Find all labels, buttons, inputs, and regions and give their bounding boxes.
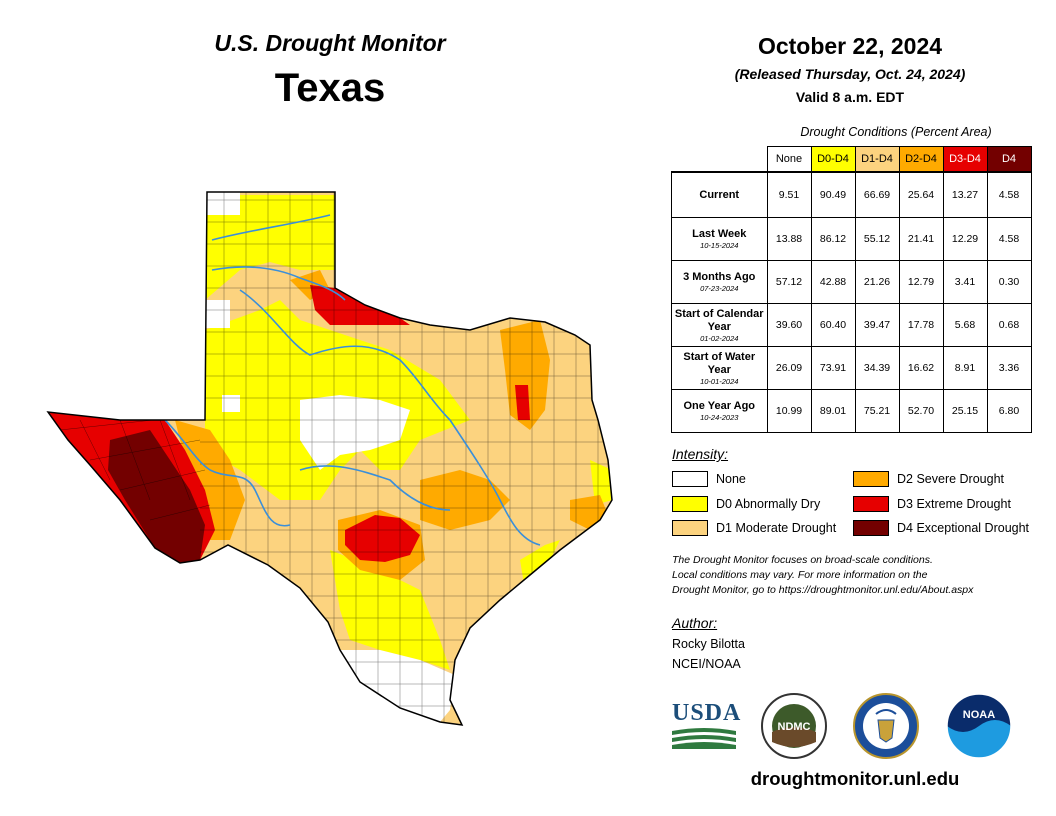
table-cell: 4.58 bbox=[986, 171, 1032, 218]
usda-logo-text: USDA bbox=[672, 700, 742, 726]
legend-label: D1 Moderate Drought bbox=[716, 521, 837, 535]
legend-swatch bbox=[853, 496, 889, 512]
row-label: Start of Calendar Year 01-02-2024 bbox=[671, 303, 768, 347]
table-cell: 52.70 bbox=[898, 389, 944, 433]
usda-logo-mark bbox=[672, 728, 736, 749]
table-cell: 25.64 bbox=[898, 171, 944, 218]
table-row-one-year-ago: One Year Ago 10-24-2023 10.99 89.01 75.21… bbox=[671, 389, 1032, 433]
table-cell: 13.88 bbox=[766, 217, 812, 261]
table-cell: 34.39 bbox=[854, 346, 900, 390]
column-header-none: None bbox=[766, 146, 812, 173]
table-cell: 9.51 bbox=[766, 171, 812, 218]
table-row-start-of-water-year: Start of Water Year 10-01-2024 26.09 73.9… bbox=[671, 346, 1032, 390]
table-cell: 57.12 bbox=[766, 260, 812, 304]
table-cell: 60.40 bbox=[810, 303, 856, 347]
usda-logo: USDA bbox=[672, 700, 742, 749]
state-title: Texas bbox=[274, 66, 386, 110]
table-cell: 90.49 bbox=[810, 171, 856, 218]
table-header-row: None D0-D4 D1-D4 D2-D4 D3-D4 D4 bbox=[672, 146, 1032, 173]
legend-item-d1: D1 Moderate Drought bbox=[672, 520, 836, 536]
table-cell: 89.01 bbox=[810, 389, 856, 433]
legend-label: D0 Abnormally Dry bbox=[716, 497, 821, 511]
table-cell: 21.26 bbox=[854, 260, 900, 304]
table-corner bbox=[672, 147, 768, 173]
release-date: (Released Thursday, Oct. 24, 2024) bbox=[734, 66, 966, 82]
table-caption: Drought Conditions (Percent Area) bbox=[800, 125, 992, 139]
table-cell: 0.30 bbox=[986, 260, 1032, 304]
row-label: One Year Ago 10-24-2023 bbox=[671, 389, 768, 433]
column-header-d0-d4: D0-D4 bbox=[810, 146, 856, 173]
row-label: Last Week 10-15-2024 bbox=[671, 217, 768, 261]
map-date: October 22, 2024 bbox=[757, 33, 943, 59]
column-header-d3-d4: D3-D4 bbox=[942, 146, 988, 173]
note-line: Drought Monitor, go to https://droughtmo… bbox=[672, 584, 974, 596]
table-cell: 8.91 bbox=[942, 346, 988, 390]
table-row-current: Current 9.51 90.49 66.69 25.64 13.27 4.5… bbox=[671, 171, 1032, 218]
table-row-last-week: Last Week 10-15-2024 13.88 86.12 55.12 21… bbox=[671, 217, 1032, 261]
legend-item-d3: D3 Extreme Drought bbox=[853, 496, 1011, 512]
row-label: 3 Months Ago 07-23-2024 bbox=[671, 260, 768, 304]
noaa-logo: NOAA bbox=[946, 693, 1012, 759]
table-cell: 12.79 bbox=[898, 260, 944, 304]
author-org: NCEI/NOAA bbox=[672, 657, 741, 671]
table-cell: 16.62 bbox=[898, 346, 944, 390]
table-row-start-of-calendar-year: Start of Calendar Year 01-02-2024 39.60 6… bbox=[671, 303, 1032, 347]
ndmc-logo: NDMC bbox=[761, 693, 827, 759]
table-cell: 42.88 bbox=[810, 260, 856, 304]
noaa-logo-text: NOAA bbox=[963, 709, 995, 721]
commerce-seal-logo bbox=[853, 693, 919, 759]
table-cell: 39.60 bbox=[766, 303, 812, 347]
legend-title: Intensity: bbox=[672, 446, 729, 462]
texas-drought-map bbox=[46, 191, 613, 726]
legend-swatch bbox=[853, 471, 889, 487]
table-cell: 75.21 bbox=[854, 389, 900, 433]
table-cell: 39.47 bbox=[854, 303, 900, 347]
map-title: U.S. Drought Monitor bbox=[214, 30, 446, 56]
table-cell: 3.36 bbox=[986, 346, 1032, 390]
table-cell: 73.91 bbox=[810, 346, 856, 390]
table-cell: 5.68 bbox=[942, 303, 988, 347]
table-cell: 10.99 bbox=[766, 389, 812, 433]
legend-label: D2 Severe Drought bbox=[897, 472, 1005, 486]
table-cell: 6.80 bbox=[986, 389, 1032, 433]
legend-swatch bbox=[853, 520, 889, 536]
column-header-d1-d4: D1-D4 bbox=[854, 146, 900, 173]
legend-item-d2: D2 Severe Drought bbox=[853, 471, 1004, 487]
legend-swatch bbox=[672, 496, 708, 512]
ndmc-logo-text: NDMC bbox=[778, 721, 811, 733]
legend-item-d0: D0 Abnormally Dry bbox=[672, 496, 820, 512]
note-line: Local conditions may vary. For more info… bbox=[672, 569, 928, 581]
legend-item-none: None bbox=[672, 471, 746, 487]
drought-conditions-table: None D0-D4 D1-D4 D2-D4 D3-D4 D4 Current … bbox=[671, 146, 1032, 433]
row-label: Current bbox=[671, 171, 768, 218]
table-cell: 12.29 bbox=[942, 217, 988, 261]
legend-swatch bbox=[672, 520, 708, 536]
table-cell: 66.69 bbox=[854, 171, 900, 218]
table-cell: 13.27 bbox=[942, 171, 988, 218]
table-cell: 4.58 bbox=[986, 217, 1032, 261]
row-label: Start of Water Year 10-01-2024 bbox=[671, 346, 768, 390]
table-cell: 3.41 bbox=[942, 260, 988, 304]
legend-item-d4: D4 Exceptional Drought bbox=[853, 520, 1029, 536]
table-cell: 55.12 bbox=[854, 217, 900, 261]
author-label: Author: bbox=[672, 615, 718, 631]
website-link[interactable]: droughtmonitor.unl.edu bbox=[750, 768, 960, 789]
legend-swatch bbox=[672, 471, 708, 487]
table-cell: 17.78 bbox=[898, 303, 944, 347]
table-cell: 0.68 bbox=[986, 303, 1032, 347]
valid-time: Valid 8 a.m. EDT bbox=[795, 89, 905, 105]
column-header-d2-d4: D2-D4 bbox=[898, 146, 944, 173]
table-cell: 86.12 bbox=[810, 217, 856, 261]
table-cell: 26.09 bbox=[766, 346, 812, 390]
author-name: Rocky Bilotta bbox=[672, 637, 745, 651]
column-header-d4: D4 bbox=[986, 146, 1032, 173]
table-row-3-months-ago: 3 Months Ago 07-23-2024 57.12 42.88 21.26… bbox=[671, 260, 1032, 304]
legend-label: None bbox=[716, 472, 746, 486]
disclaimer-note: The Drought Monitor focuses on broad-sca… bbox=[672, 553, 1042, 598]
table-cell: 25.15 bbox=[942, 389, 988, 433]
note-line: The Drought Monitor focuses on broad-sca… bbox=[672, 554, 933, 566]
legend-label: D3 Extreme Drought bbox=[897, 497, 1011, 511]
table-cell: 21.41 bbox=[898, 217, 944, 261]
legend-label: D4 Exceptional Drought bbox=[897, 521, 1030, 535]
